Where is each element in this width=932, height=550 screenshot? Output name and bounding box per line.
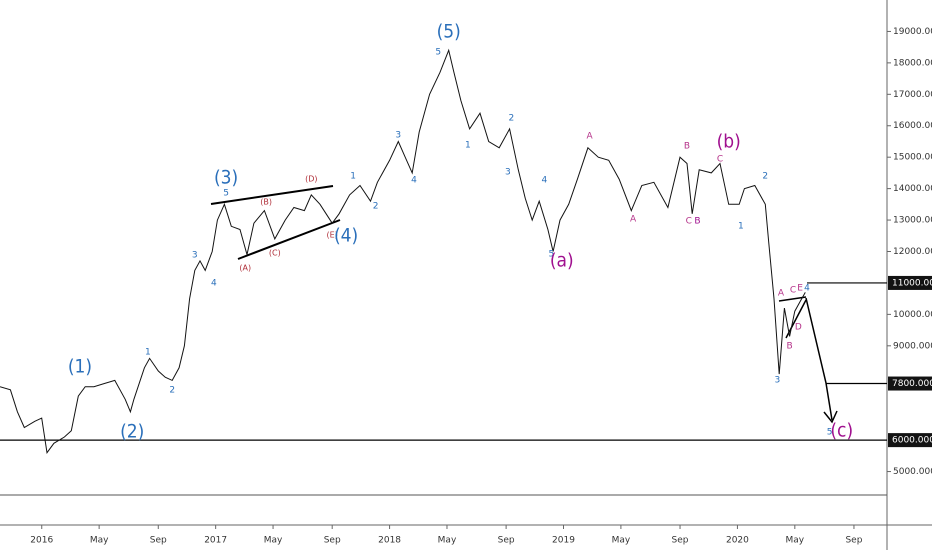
- wave-label: (B): [260, 198, 272, 207]
- wave-label: 4: [804, 283, 810, 293]
- y-tick-label: 12000.000: [893, 247, 932, 257]
- y-tick-label: 15000.000: [893, 153, 932, 163]
- x-tick-label: May: [612, 536, 631, 546]
- y-tick-label: 9000.000: [893, 341, 932, 351]
- wave-label: (1): [68, 355, 92, 377]
- level-label-box: [888, 275, 932, 290]
- wave-label: (D): [305, 174, 317, 183]
- level-label-box: [888, 433, 932, 448]
- x-tick-label: Sep: [324, 536, 341, 546]
- y-tick-label: 18000.000: [893, 58, 932, 68]
- wave-label: E: [797, 283, 803, 293]
- wave-label: 3: [192, 250, 198, 260]
- wave-label: 4: [411, 175, 417, 185]
- wave-label: (C): [269, 249, 281, 258]
- y-tick-label: 10000.000: [893, 310, 932, 320]
- triangle-upper: [778, 296, 807, 302]
- price-line: [0, 48, 806, 454]
- x-tick-label: May: [264, 536, 283, 546]
- level-label: 11000.000: [892, 278, 932, 288]
- level-label-box: [888, 376, 932, 391]
- wave-label: 2: [373, 201, 379, 211]
- wave-label: B: [694, 217, 700, 227]
- wave-label: 4: [542, 175, 548, 185]
- wave-label: (E): [327, 231, 338, 240]
- wave-label: B: [684, 141, 690, 151]
- trend-lines: [210, 185, 838, 424]
- wave-label: (3): [214, 166, 238, 188]
- triangle-upper: [210, 185, 334, 205]
- x-tick-label: Sep: [150, 536, 167, 546]
- wave-label: 1: [350, 172, 356, 182]
- wave-label: 1: [145, 348, 151, 358]
- x-tick-label: Sep: [498, 536, 515, 546]
- x-tick-label: May: [438, 536, 457, 546]
- wave-label: 3: [505, 167, 511, 177]
- wave-label: 2: [508, 113, 514, 123]
- triangle-lower: [785, 299, 807, 339]
- wave-label: 5: [827, 427, 833, 437]
- level-label: 7800.000: [892, 379, 932, 389]
- level-label: 6000.000: [892, 436, 932, 446]
- triangle-lower: [237, 219, 341, 260]
- wave-label: 1: [465, 140, 471, 150]
- wave-label: 3: [395, 130, 401, 140]
- y-tick-label: 5000.000: [893, 467, 932, 477]
- wave-label: A: [630, 215, 637, 225]
- wave-label: (c): [830, 420, 853, 442]
- wave-label: 5: [223, 189, 229, 199]
- x-tick-label: May: [786, 536, 805, 546]
- y-tick-label: 17000.000: [893, 90, 932, 100]
- wave-label: 4: [211, 278, 217, 288]
- arrow-head: [823, 410, 838, 424]
- wave-label: 3: [775, 376, 781, 386]
- x-tick-label: May: [90, 536, 109, 546]
- wave-label: (2): [120, 420, 144, 442]
- wave-label: 2: [169, 386, 175, 396]
- wave-label: 2: [762, 172, 768, 182]
- wave-label: 5: [548, 250, 554, 260]
- wave-label: B: [787, 342, 793, 352]
- wave-label: (4): [334, 225, 358, 247]
- wave-label: C: [790, 285, 796, 295]
- y-tick-label: 19000.000: [893, 27, 932, 37]
- x-tick-label: 2018: [378, 536, 401, 546]
- x-tick-label: Sep: [845, 536, 862, 546]
- y-tick-label: 16000.000: [893, 121, 932, 131]
- x-tick-label: Sep: [672, 536, 689, 546]
- wave-label: 1: [738, 222, 744, 232]
- y-tick-label: 14000.000: [893, 184, 932, 194]
- x-tick-label: 2017: [204, 536, 227, 546]
- wave-label: (A): [239, 263, 251, 272]
- y-tick-label: 13000.000: [893, 216, 932, 226]
- wave-label: A: [587, 131, 594, 141]
- wave-label: (b): [717, 131, 741, 153]
- x-tick-label: 2019: [552, 536, 575, 546]
- wave-label: (5): [437, 21, 461, 43]
- x-tick-label: 2016: [30, 536, 53, 546]
- wave-label: D: [795, 322, 802, 332]
- wave-label: C: [717, 155, 723, 165]
- wave-label: (a): [550, 249, 574, 271]
- x-tick-label: 2020: [726, 536, 749, 546]
- wave-label: A: [778, 288, 785, 298]
- wave-label: 5: [435, 47, 441, 57]
- wave-label: C: [686, 217, 692, 227]
